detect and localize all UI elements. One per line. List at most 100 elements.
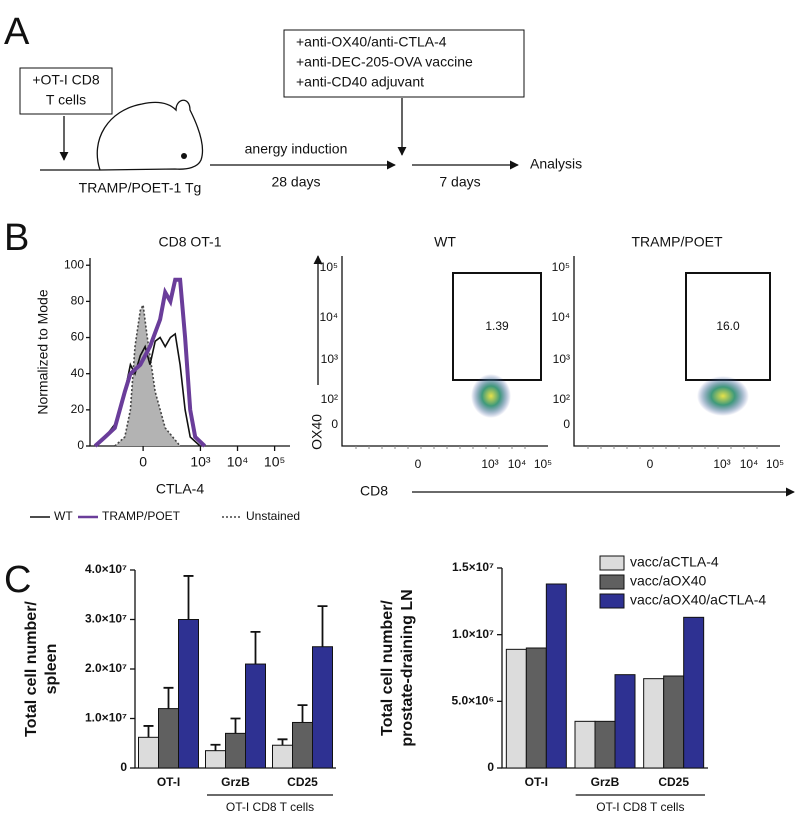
box-text: +OT-I CD8: [32, 72, 100, 88]
error-bar: [250, 630, 261, 665]
x-tick-label: CD25: [287, 775, 318, 789]
error-bar: [230, 717, 241, 734]
y-tick-label: 3.0×10⁷: [85, 612, 127, 626]
y-tick-label: 10⁵: [320, 260, 338, 274]
legend-label: Unstained: [246, 509, 300, 523]
error-bar: [183, 575, 194, 620]
error-bar: [163, 686, 174, 709]
y-tick-label: 10³: [321, 352, 338, 366]
y-tick-label: 0: [77, 438, 84, 452]
box-text: +anti-OX40/anti-CTLA-4: [296, 34, 447, 50]
x-tick-label: OT-I: [525, 775, 548, 789]
y-tick-label: 1.0×10⁷: [452, 627, 494, 641]
bar: [178, 619, 199, 769]
error-bar: [317, 605, 328, 647]
y-axis-label: Normalized to Mode: [35, 289, 51, 414]
cells-box: [19, 67, 113, 115]
y-tick-label: 10⁴: [319, 310, 338, 324]
bar: [505, 648, 527, 769]
group-label: OT-I CD8 T cells: [596, 800, 684, 814]
y-tick-label: 2.0×10⁷: [85, 661, 127, 675]
y-axis-label: prostate-draining LN: [399, 589, 416, 746]
bar: [138, 736, 159, 769]
x-tick-label: 0: [415, 457, 422, 471]
group-label: OT-I CD8 T cells: [226, 800, 314, 814]
x-tick-label: 10⁵: [264, 454, 285, 470]
bar: [225, 732, 246, 769]
step-label: 7 days: [439, 174, 480, 190]
bar: [594, 720, 616, 769]
error-bar: [297, 704, 308, 723]
panel-letter: A: [4, 11, 30, 53]
x-tick-label: GrzB: [221, 775, 250, 789]
x-tick-label: 10⁵: [534, 457, 552, 471]
step-label: 28 days: [271, 174, 320, 190]
box-text: +anti-CD40 adjuvant: [296, 74, 424, 90]
legend-swatch: [599, 574, 625, 590]
y-tick-label: 1.5×10⁷: [452, 560, 494, 574]
y-tick-label: 10²: [553, 392, 570, 406]
x-tick-label: 10³: [713, 457, 730, 471]
step-label: anergy induction: [245, 141, 348, 157]
y-axis-label: spleen: [43, 644, 60, 695]
event-cluster: [697, 376, 749, 416]
error-bar: [143, 725, 154, 738]
x-tick-label: 10⁴: [740, 457, 759, 471]
legend-swatch: [599, 593, 625, 609]
y-tick-label: 10⁵: [552, 260, 570, 274]
bar: [292, 721, 313, 769]
bar: [574, 720, 596, 769]
treatment-box: [283, 29, 525, 98]
x-tick-label: 10⁴: [227, 454, 249, 470]
y-tick-label: 0: [331, 417, 338, 431]
axis: [341, 256, 548, 447]
bar: [272, 744, 293, 769]
mouse-eye: [181, 153, 187, 159]
bar: [545, 583, 567, 769]
x-tick-label: 0: [647, 457, 654, 471]
legend-swatch: [599, 555, 625, 571]
y-tick-label: 0: [563, 417, 570, 431]
event-cluster: [471, 374, 511, 418]
panel-letter: C: [4, 559, 31, 601]
y-tick-label: 1.0×10⁷: [85, 711, 127, 725]
chart-title: CD8 OT-1: [158, 234, 221, 250]
histogram-line: [93, 277, 207, 448]
mouse-label: TRAMP/POET-1 Tg: [79, 180, 202, 196]
y-tick-label: 20: [71, 402, 85, 416]
axis-label: OX40: [309, 414, 325, 450]
panel-letter: B: [4, 217, 29, 259]
y-tick-label: 60: [71, 330, 85, 344]
x-tick-label: GrzB: [591, 775, 620, 789]
y-tick-label: 5.0×10⁶: [451, 694, 494, 708]
bar: [683, 616, 705, 769]
y-axis-label: Total cell number/: [23, 601, 40, 737]
legend-label: WT: [54, 509, 73, 523]
box-text: +anti-DEC-205-OVA vaccine: [296, 54, 473, 70]
plot-title: WT: [434, 234, 456, 250]
bar: [614, 674, 636, 769]
y-tick-label: 10³: [553, 352, 570, 366]
x-tick-label: OT-I: [157, 775, 180, 789]
x-tick-label: 10³: [190, 454, 211, 470]
box-text: T cells: [46, 92, 86, 108]
legend-label: vacc/aOX40/aCTLA-4: [630, 592, 766, 608]
gate-value: 1.39: [485, 319, 509, 333]
bar: [312, 646, 333, 769]
y-tick-label: 40: [71, 366, 85, 380]
bar: [663, 675, 685, 769]
x-axis-label: CTLA-4: [156, 481, 204, 497]
gate-value: 16.0: [716, 319, 740, 333]
legend-label: vacc/aOX40: [630, 573, 706, 589]
bar: [525, 647, 547, 769]
plot-title: TRAMP/POET: [631, 234, 722, 250]
y-tick-label: 80: [71, 294, 85, 308]
legend-label: vacc/aCTLA-4: [630, 554, 719, 570]
error-bar: [210, 743, 221, 751]
bar: [643, 678, 665, 769]
y-tick-label: 100: [64, 257, 84, 271]
y-axis-label: Total cell number/: [379, 600, 396, 736]
end-label: Analysis: [530, 156, 582, 172]
axis-label: CD8: [360, 483, 388, 499]
bar: [245, 663, 266, 769]
